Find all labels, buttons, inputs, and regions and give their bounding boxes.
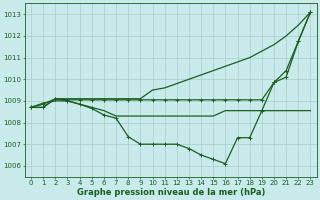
- X-axis label: Graphe pression niveau de la mer (hPa): Graphe pression niveau de la mer (hPa): [76, 188, 265, 197]
